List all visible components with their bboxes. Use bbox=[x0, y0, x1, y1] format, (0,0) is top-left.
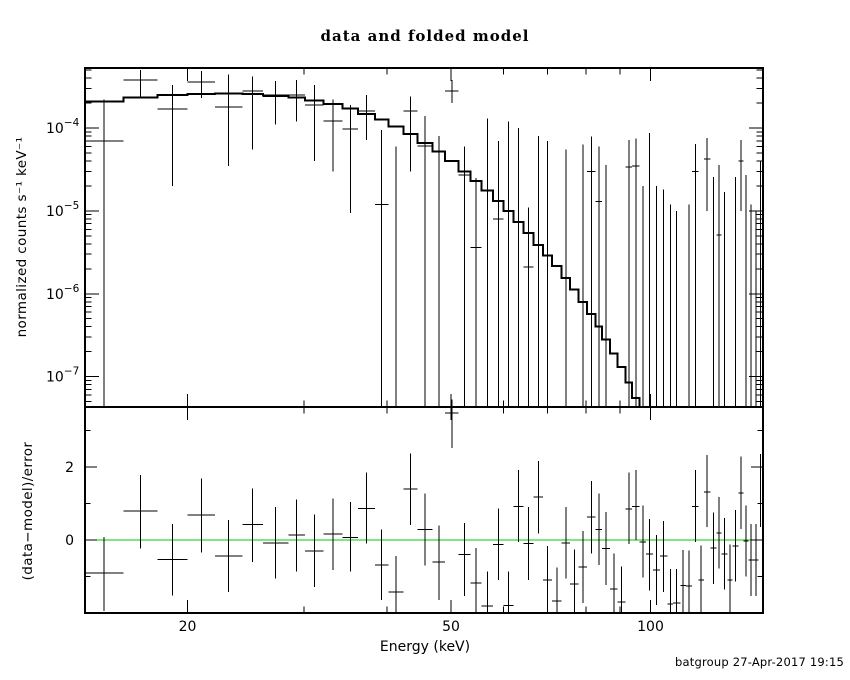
footer-timestamp: batgroup 27-Apr-2017 19:15 bbox=[674, 655, 844, 669]
svg-text:10−7: 10−7 bbox=[46, 366, 79, 386]
svg-text:10−5: 10−5 bbox=[46, 200, 79, 220]
svg-text:50: 50 bbox=[442, 619, 460, 635]
axis-ticks bbox=[85, 68, 763, 613]
model-histogram bbox=[85, 92, 641, 407]
x-axis-label: Energy (keV) bbox=[379, 639, 471, 655]
svg-text:10−4: 10−4 bbox=[46, 117, 80, 137]
spectrum-errorbars bbox=[85, 70, 763, 407]
svg-text:20: 20 bbox=[179, 619, 197, 635]
svg-text:2: 2 bbox=[65, 460, 74, 476]
plot-title: data and folded model bbox=[320, 27, 530, 45]
svg-text:10−6: 10−6 bbox=[46, 283, 80, 303]
svg-text:0: 0 bbox=[65, 533, 74, 549]
svg-text:100: 100 bbox=[637, 619, 664, 635]
axes-frame bbox=[84, 67, 764, 614]
residual-errorbars bbox=[85, 399, 763, 613]
